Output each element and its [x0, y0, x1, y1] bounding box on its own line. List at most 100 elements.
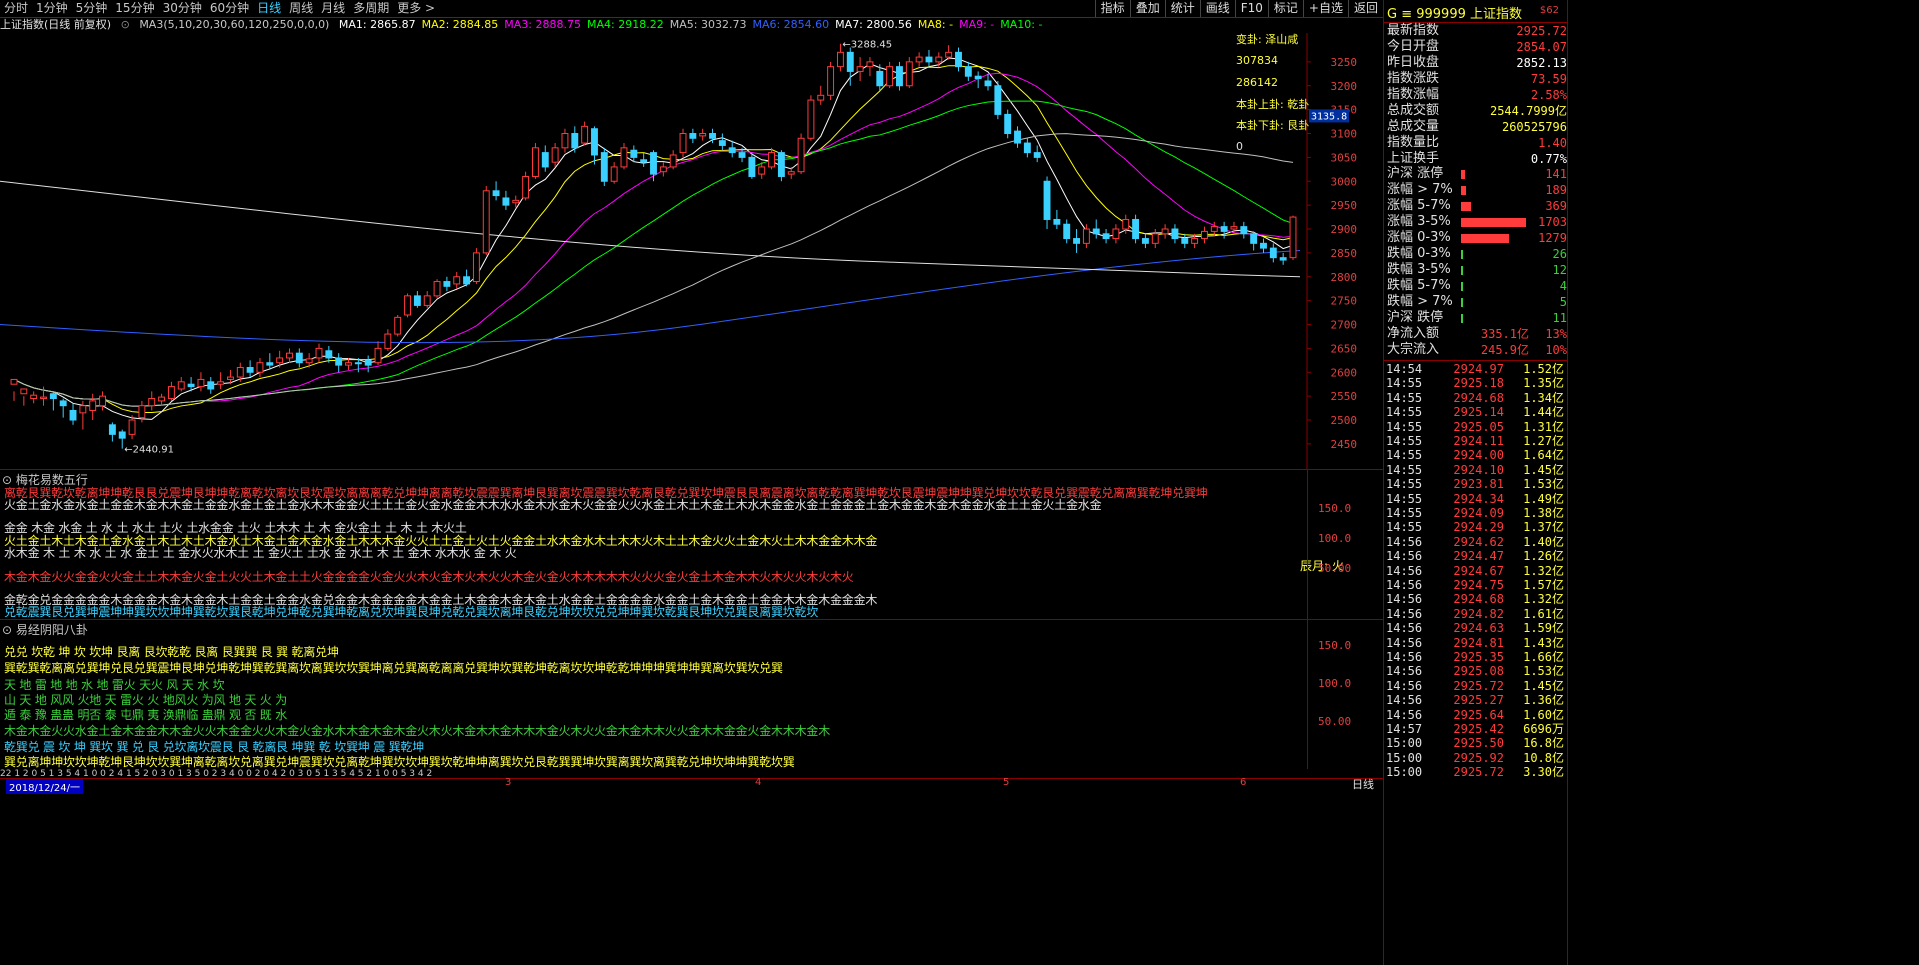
- bottom-digits: 22 1 2 0 5 1 3 5 4 1 0 0 2 4 1 5 2 0 3 0…: [0, 769, 433, 779]
- gua-row-1: 离乾艮巽乾坎乾离坤坤乾艮艮兑震坤艮坤坤乾离乾坎离坎艮坎震坎离离离乾兑坤坤离离乾坎…: [4, 486, 1208, 500]
- period-1[interactable]: 1分钟: [36, 1, 68, 15]
- candle-body-128: [1269, 247, 1277, 259]
- candle-body-62: [620, 147, 628, 168]
- stat-row-8: 上证换手 0.77%: [1387, 151, 1567, 166]
- tick-row: 14:55 2925.14 1.44亿: [1386, 405, 1564, 420]
- candle-body-81: [807, 99, 815, 139]
- candle-body-95: [945, 51, 953, 58]
- candle-body-52: [522, 175, 530, 199]
- period-6[interactable]: 日线: [257, 1, 282, 15]
- period-9[interactable]: 多周期: [353, 1, 390, 15]
- toolbar-4[interactable]: F10: [1234, 0, 1268, 17]
- candle-body-126: [1250, 233, 1258, 244]
- toolbar-2[interactable]: 统计: [1164, 0, 1200, 17]
- period-7[interactable]: 周线: [289, 1, 314, 15]
- month-5: 5: [1003, 777, 1010, 788]
- candle-body-32: [325, 350, 333, 359]
- period-3[interactable]: 15分钟: [115, 1, 155, 15]
- candle-body-120: [1191, 238, 1199, 244]
- candle-body-91: [905, 61, 913, 87]
- period-label[interactable]: 日线: [1352, 778, 1374, 791]
- candle-body-51: [512, 199, 520, 204]
- candle-body-49: [492, 190, 500, 197]
- tick-row: 14:55 2924.68 1.34亿: [1386, 390, 1564, 405]
- toolbar-1[interactable]: 叠加: [1129, 0, 1165, 17]
- ma-value-3: MA3: 2888.75: [504, 18, 582, 31]
- tick-row: 14:56 2925.64 1.60亿: [1386, 707, 1564, 722]
- tick-row: 14:56 2925.35 1.66亿: [1386, 650, 1564, 664]
- updown-bar-6: [1461, 266, 1463, 275]
- candle-body-125: [1240, 226, 1248, 235]
- ma-legend: 上证指数(日线 前复权) ⊙ MA3(5,10,20,30,60,120,250…: [0, 17, 1054, 33]
- price-label-4: 3050: [1331, 151, 1358, 164]
- candle-body-20: [207, 381, 215, 390]
- candle-body-77: [768, 152, 776, 168]
- candle-body-8: [89, 400, 97, 411]
- candle-body-9: [99, 395, 106, 407]
- period-2[interactable]: 5分钟: [75, 1, 108, 15]
- period-8[interactable]: 月线: [321, 1, 346, 15]
- candlestick-chart[interactable]: 3250320031503100305030002950290028502800…: [0, 33, 1383, 469]
- stat-row-3: 指数涨跌 73.59: [1387, 71, 1567, 86]
- updown-bar-1: [1461, 186, 1466, 195]
- chart-title: 上证指数(日线 前复权): [0, 18, 112, 31]
- meihua-title[interactable]: ⊙ 梅花易数五行: [2, 473, 88, 487]
- toolbar-6[interactable]: +自选: [1302, 0, 1348, 17]
- candle-body-46: [463, 276, 471, 285]
- period-10[interactable]: 更多 >: [397, 1, 436, 15]
- toolbar-3[interactable]: 画线: [1199, 0, 1235, 17]
- updown-row-9: 沪深 跌停 11: [1387, 310, 1567, 325]
- updown-row-2: 涨幅 5-7% 369: [1387, 198, 1567, 213]
- candle-body-94: [935, 56, 943, 63]
- ma-params[interactable]: MA3(5,10,20,30,60,120,250,0,0,0): [139, 18, 330, 31]
- price-label-15: 2500: [1331, 414, 1358, 427]
- yijing-panel: ⊙ 易经阴阳八卦 兑兑 坎乾 坤 坎 坎坤 艮离 艮坎乾乾 艮离 艮巽巽 艮 巽…: [0, 619, 1383, 769]
- candle-body-47: [472, 252, 480, 283]
- tick-row: 14:55 2923.81 1.53亿: [1386, 477, 1564, 492]
- toolbar-0[interactable]: 指标: [1094, 0, 1130, 17]
- tick-row: 15:00 2925.72 3.30亿: [1386, 765, 1564, 780]
- flow-row-0: 净流入额 335.1亿 13%: [1387, 326, 1567, 341]
- candle-body-78: [777, 152, 785, 177]
- candle-body-102: [1014, 130, 1021, 144]
- stat-row-7: 指数量比 1.40: [1387, 135, 1567, 150]
- updown-row-3: 涨幅 3-5% 1703: [1387, 214, 1567, 229]
- p1-axis-150: 150.0: [1318, 502, 1352, 515]
- period-0[interactable]: 分时: [4, 1, 29, 15]
- candle-body-19: [197, 378, 205, 388]
- toolbar-7[interactable]: 返回: [1347, 0, 1383, 17]
- tick-row: 14:55 2924.29 1.37亿: [1386, 520, 1564, 535]
- candle-body-127: [1260, 242, 1267, 249]
- collapse-icon[interactable]: ⊙: [120, 18, 130, 31]
- candle-body-22: [226, 376, 234, 380]
- candle-body-21: [217, 381, 225, 385]
- quote-header: G ≡ 999999 上证指数 $62: [1384, 0, 1568, 23]
- candle-body-116: [1151, 233, 1159, 244]
- candle-body-43: [433, 281, 441, 297]
- period-5[interactable]: 60分钟: [209, 1, 250, 15]
- candle-body-70: [699, 133, 707, 137]
- candle-body-15: [158, 396, 166, 402]
- candle-body-26: [266, 362, 274, 366]
- security-code[interactable]: G ≡ 999999 上证指数: [1387, 7, 1522, 22]
- ma-value-8: MA8: -: [917, 18, 954, 31]
- tick-row: 14:56 2925.27 1.36亿: [1386, 693, 1564, 708]
- updown-row-6: 跌幅 3-5% 12: [1387, 262, 1567, 277]
- candle-body-66: [659, 166, 667, 173]
- candle-body-2: [30, 394, 38, 400]
- tick-row: 14:55 2924.00 1.64亿: [1386, 448, 1564, 463]
- toolbar-5[interactable]: 标记: [1267, 0, 1303, 17]
- candle-body-82: [817, 94, 825, 101]
- ma-line-5: [13, 57, 1294, 420]
- updown-bar-4: [1461, 234, 1509, 243]
- candle-body-13: [138, 405, 146, 419]
- updown-row-8: 跌幅 > 7% 5: [1387, 294, 1567, 309]
- period-4[interactable]: 30分钟: [162, 1, 202, 15]
- candle-body-40: [404, 295, 411, 316]
- yijing-title[interactable]: ⊙ 易经阴阳八卦: [2, 623, 88, 637]
- candle-body-5: [59, 400, 67, 407]
- p2-axis-50: 50.00: [1318, 715, 1352, 728]
- month-element-note: 辰月: 火: [1300, 559, 1344, 573]
- candle-body-122: [1210, 226, 1218, 232]
- candle-body-61: [610, 166, 618, 182]
